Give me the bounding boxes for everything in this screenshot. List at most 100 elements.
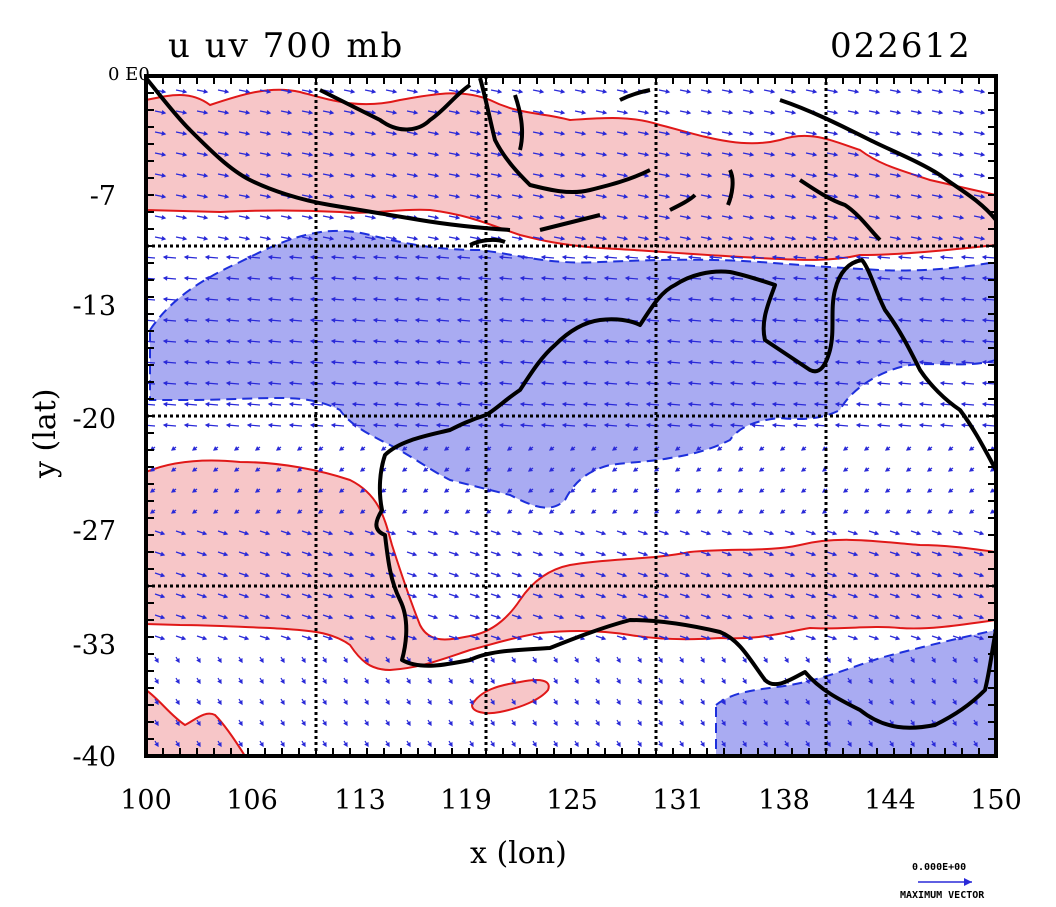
wind-vector-head	[435, 338, 441, 344]
wind-vector-head	[275, 446, 282, 451]
wind-vector-head	[779, 509, 786, 514]
wind-vector-head	[1002, 132, 1005, 135]
wind-vector-head	[884, 509, 891, 514]
wind-vector-head	[979, 614, 985, 620]
wind-vector-head	[518, 193, 524, 199]
wind-vector-head	[343, 699, 348, 706]
wind-vector-head	[959, 214, 965, 220]
wind-vector-head	[393, 380, 399, 386]
wind-vector-head	[884, 488, 891, 493]
wind-vector-head	[917, 130, 923, 136]
wind-vector-head	[674, 446, 681, 451]
wind-vector-head	[721, 720, 726, 727]
wind-vector-head	[309, 296, 315, 302]
wind-vector-head	[435, 254, 441, 260]
x-tick-label: 150	[970, 785, 1022, 816]
wind-vector-head	[1001, 637, 1004, 640]
wind-vector-head	[581, 172, 587, 178]
wind-vector-head	[455, 172, 461, 178]
wind-vector-head	[632, 509, 639, 514]
wind-vector-head	[225, 380, 231, 386]
wind-vector-head	[623, 88, 629, 94]
wind-vector-head	[582, 296, 588, 302]
wind-vector-head	[370, 530, 376, 536]
wind-vector-head	[254, 488, 261, 493]
wind-vector-head	[154, 678, 159, 685]
wind-vector-head	[413, 109, 419, 115]
wind-vector-head	[287, 151, 293, 157]
wind-vector-head	[687, 380, 693, 386]
wind-vector-head	[385, 720, 390, 727]
wind-vector-head	[749, 130, 755, 136]
wind-vector-head	[497, 172, 503, 178]
wind-vector-head	[393, 422, 399, 428]
wind-vector-head	[853, 572, 859, 578]
wind-vector-head	[590, 446, 597, 451]
wind-vector-head	[805, 720, 810, 727]
wind-vector-head	[259, 720, 264, 727]
wind-vector-head	[245, 109, 251, 115]
wind-vector-head	[853, 614, 859, 620]
wind-vector-head	[632, 446, 639, 451]
wind-vector-head	[309, 338, 315, 344]
wind-vector-head	[448, 699, 453, 706]
wind-vector-head	[498, 359, 504, 365]
x-tick-label: 138	[758, 785, 810, 816]
wind-vector-head	[947, 467, 954, 472]
wind-vector-head	[350, 172, 356, 178]
wind-vector-head	[182, 88, 188, 94]
wind-vector-head	[729, 380, 735, 386]
wind-vector-head	[834, 359, 840, 365]
wind-vector-head	[254, 446, 261, 451]
wind-vector-head	[685, 593, 691, 599]
wind-vector-head	[498, 254, 504, 260]
wind-vector-head	[750, 359, 756, 365]
coast-new-guinea	[779, 98, 996, 242]
wind-vector-head	[897, 296, 903, 302]
wind-vector-head	[938, 151, 944, 157]
wind-vector-head	[490, 678, 495, 685]
wind-vector-head	[540, 338, 546, 344]
wind-vector-head	[435, 422, 441, 428]
wind-vector-head	[637, 657, 642, 664]
wind-vector-head	[960, 254, 966, 260]
wind-vector-head	[868, 720, 873, 727]
wind-vector-head	[266, 214, 272, 220]
wind-vector-head	[225, 296, 231, 302]
wind-vector-head	[800, 488, 807, 493]
wind-vector-head	[485, 467, 492, 472]
wind-vector-head	[456, 296, 462, 302]
wind-vector-head	[266, 151, 272, 157]
wind-vector-head	[519, 359, 525, 365]
wind-vector-head	[330, 254, 336, 260]
wind-vector-head	[202, 530, 208, 536]
wind-vector-head	[770, 214, 776, 220]
wind-vector-head	[477, 380, 483, 386]
wind-vector-head	[666, 296, 672, 302]
wind-vector-head	[561, 254, 567, 260]
wind-vector-head	[204, 296, 210, 302]
wind-vector-head	[1002, 174, 1005, 177]
wind-vector-head	[960, 296, 966, 302]
wind-vector-head	[989, 467, 996, 472]
wind-vector-head	[582, 338, 588, 344]
wind-vector-head	[574, 699, 579, 706]
wind-vector-head	[422, 488, 429, 493]
wind-vector-head	[561, 317, 567, 323]
wind-vector-head	[456, 317, 462, 323]
wind-vector-head	[538, 530, 544, 536]
wind-vector-head	[181, 551, 187, 557]
x-tick-label: 131	[652, 785, 704, 816]
wind-vector-head	[1001, 553, 1004, 556]
wind-vector-head	[706, 530, 712, 536]
wind-vector-head	[560, 88, 566, 94]
wind-vector-head	[372, 380, 378, 386]
wind-vector-head	[758, 446, 765, 451]
wind-vector-head	[665, 235, 671, 241]
wind-vector-head	[666, 401, 672, 407]
wind-vector-head	[874, 635, 880, 641]
wind-vector-head	[560, 172, 566, 178]
wind-vector-head	[224, 235, 230, 241]
wind-vector-head	[800, 509, 807, 514]
wind-vector-head	[897, 359, 903, 365]
